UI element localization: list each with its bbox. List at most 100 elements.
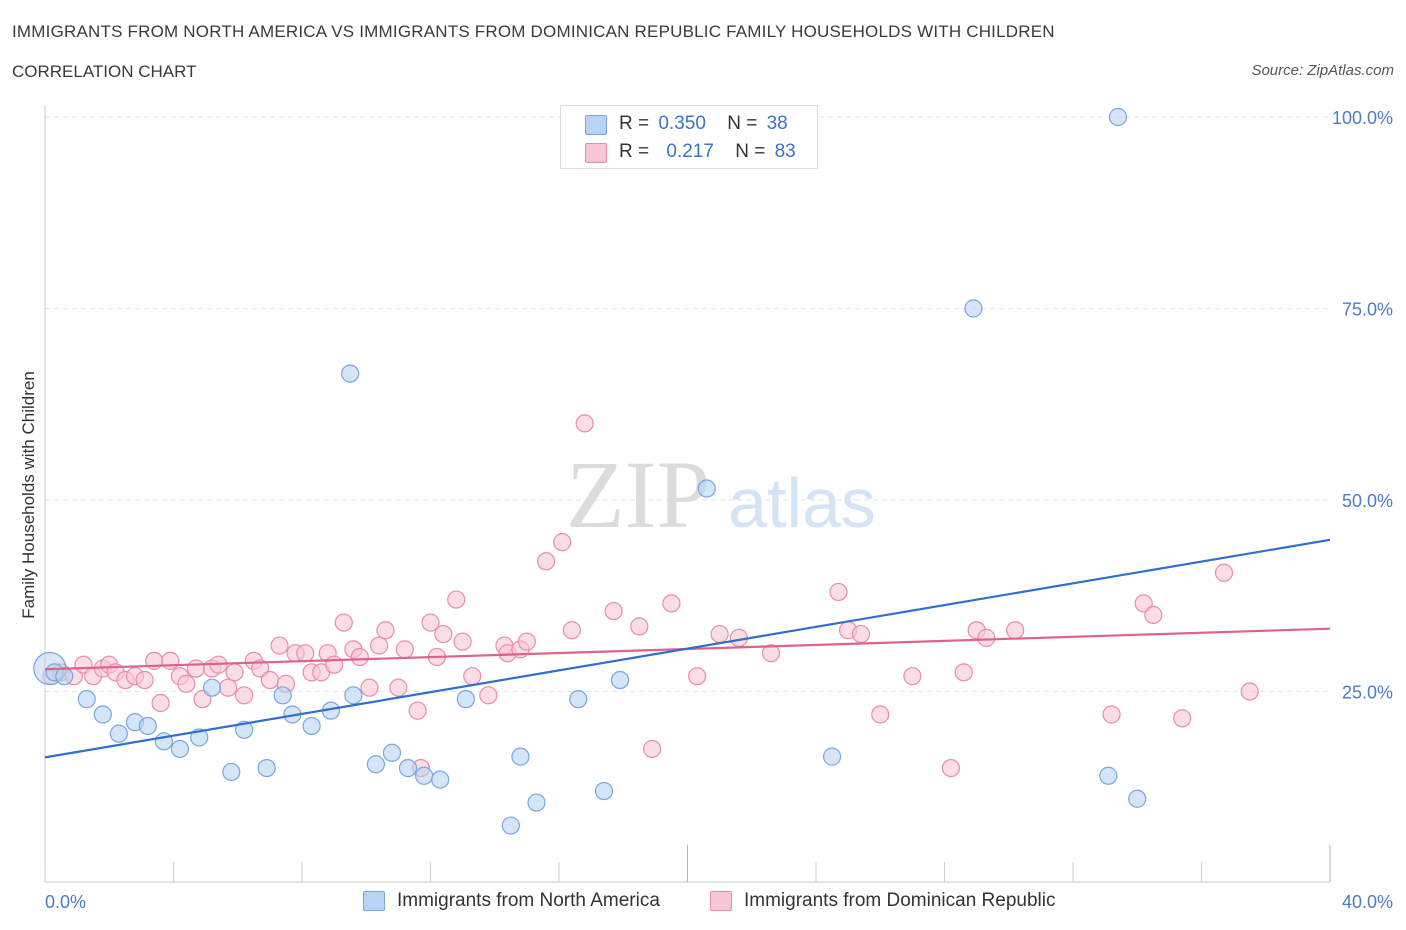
north-america-point xyxy=(302,716,321,736)
x-tick-label: 40.0% xyxy=(1342,892,1393,912)
dominican-point xyxy=(537,552,556,571)
north-america-point xyxy=(610,670,630,690)
north-america-point xyxy=(964,299,983,318)
north-america-point xyxy=(344,686,363,705)
legend-n-value: 38 xyxy=(766,113,788,134)
north-america-point xyxy=(398,758,418,778)
stats-legend: R = 0.350 N = 38 R = 0.217 N = 83 xyxy=(560,105,818,169)
dominican-point xyxy=(604,601,623,621)
north-america-point xyxy=(569,690,588,709)
dominican-point xyxy=(408,701,427,720)
dominican-point xyxy=(688,667,707,686)
north-america-point xyxy=(235,720,254,739)
dominican-point xyxy=(643,739,662,759)
north-america-point xyxy=(109,724,128,743)
bottom-legend-label-dominican: Immigrants from Dominican Republic xyxy=(744,890,1056,911)
y-tick-label: 50.0% xyxy=(1342,491,1393,511)
series-north-america-points xyxy=(33,107,1147,835)
north-america-point xyxy=(1128,789,1147,808)
dominican-point xyxy=(389,678,408,697)
dominican-point xyxy=(562,621,581,640)
axes xyxy=(44,105,1331,883)
north-america-point xyxy=(77,690,96,709)
dominican-point xyxy=(1144,605,1163,625)
watermark-zip: ZIP xyxy=(566,441,710,548)
dominican-point xyxy=(225,663,244,682)
dominican-point xyxy=(161,651,180,670)
dominican-point xyxy=(903,667,922,686)
north-america-point xyxy=(202,678,222,697)
dominican-point xyxy=(434,624,453,644)
dominican-point xyxy=(851,624,871,644)
dominican-point xyxy=(871,705,890,724)
dominican-point xyxy=(421,613,440,632)
dominican-point xyxy=(977,628,996,647)
dominican-point xyxy=(479,686,498,705)
legend-r-value: 0.217 xyxy=(666,141,714,162)
x-tick-label: 0.0% xyxy=(45,892,86,912)
dominican-point xyxy=(761,644,781,663)
dominican-point xyxy=(360,678,379,697)
dominican-point xyxy=(630,617,649,636)
legend-n-value: 83 xyxy=(774,141,796,162)
x-tick-labels: 0.0% 40.0% xyxy=(45,892,1393,912)
dominican-point xyxy=(325,655,344,674)
north-america-point xyxy=(1108,107,1128,127)
dominican-point xyxy=(186,659,206,678)
source-credit: Source: ZipAtlas.com xyxy=(1251,62,1394,79)
dominican-point xyxy=(1214,563,1234,582)
watermark: ZIP atlas xyxy=(566,441,876,548)
series-dominican-points xyxy=(42,414,1259,778)
north-america-point xyxy=(594,781,614,801)
dominican-point xyxy=(662,594,681,613)
watermark-atlas: atlas xyxy=(728,464,876,542)
dominican-point xyxy=(296,644,315,663)
dominican-point xyxy=(463,667,482,686)
dominican-point xyxy=(1240,682,1259,701)
north-america-point xyxy=(93,705,112,724)
north-america-point xyxy=(55,667,74,686)
north-america-point xyxy=(501,816,520,835)
north-america-point xyxy=(257,758,276,778)
north-america-point xyxy=(431,770,450,789)
dominican-point xyxy=(151,693,170,713)
dominican-point xyxy=(829,582,848,602)
dominican-point xyxy=(447,590,466,609)
y-tick-labels: 25.0% 50.0% 75.0% 100.0% xyxy=(1332,108,1393,703)
legend-r-label: R = xyxy=(619,141,650,162)
north-america-point xyxy=(273,686,292,705)
legend-n-label: N = xyxy=(727,113,758,134)
north-america-point xyxy=(170,739,190,759)
legend-swatch-dominican xyxy=(585,143,607,163)
north-america-point xyxy=(341,364,360,383)
north-america-point xyxy=(222,762,241,782)
north-america-point xyxy=(138,716,157,736)
north-america-point xyxy=(366,755,385,774)
dominican-point xyxy=(260,670,279,690)
north-america-point xyxy=(822,747,842,766)
bottom-swatch-north-america xyxy=(363,891,385,911)
dominican-point xyxy=(350,647,369,667)
dominican-point xyxy=(370,636,389,655)
dominican-point xyxy=(1006,621,1025,640)
dominican-point xyxy=(575,414,594,433)
chart-title: IMMIGRANTS FROM NORTH AMERICA VS IMMIGRA… xyxy=(12,22,1055,41)
dominican-point xyxy=(553,533,572,552)
dominican-point xyxy=(235,686,254,705)
north-america-point xyxy=(456,690,475,709)
dominican-point xyxy=(376,621,395,640)
bottom-swatch-dominican xyxy=(710,891,732,911)
dominican-point xyxy=(177,674,196,693)
north-america-point xyxy=(511,747,530,766)
dominican-point xyxy=(1173,709,1192,728)
north-america-trend-line xyxy=(44,538,1331,759)
dominican-point xyxy=(1102,705,1121,724)
north-america-point xyxy=(527,793,546,812)
north-america-point xyxy=(1099,766,1118,785)
legend-n-label: N = xyxy=(735,141,766,162)
dominican-point xyxy=(270,636,289,655)
y-tick-label: 100.0% xyxy=(1332,108,1393,128)
north-america-point xyxy=(697,479,716,498)
legend-swatch-north-america xyxy=(585,115,607,135)
